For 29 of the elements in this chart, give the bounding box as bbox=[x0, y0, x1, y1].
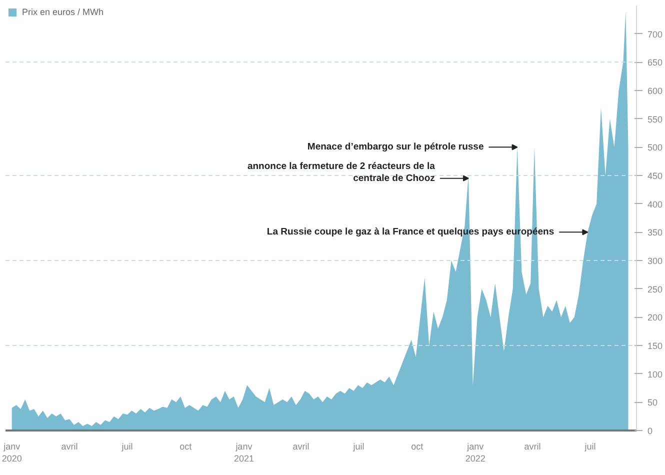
y-tick-label: 450 bbox=[648, 171, 663, 181]
x-tick-label: avril bbox=[61, 442, 78, 452]
x-tick-label: janv 2022 bbox=[465, 442, 486, 464]
x-tick-label: juil bbox=[352, 442, 364, 452]
y-tick-label: 550 bbox=[648, 114, 663, 124]
y-tick-label: 0 bbox=[648, 426, 653, 436]
y-tick-label: 50 bbox=[648, 398, 658, 408]
x-tick-label: avril bbox=[524, 442, 541, 452]
y-tick-label: 100 bbox=[648, 369, 663, 380]
y-tick-label: 650 bbox=[648, 58, 663, 68]
y-tick-label: 350 bbox=[648, 228, 663, 238]
x-tick-label: oct bbox=[180, 442, 192, 452]
x-tick-label: avril bbox=[292, 442, 310, 452]
x-tick-label: janv 2021 bbox=[234, 442, 254, 464]
annotation: annonce la fermeture de 2 réacteurs de la centrale de Chooz bbox=[247, 160, 436, 184]
y-tick-label: 400 bbox=[648, 199, 663, 210]
y-tick-label: 250 bbox=[648, 284, 663, 294]
x-tick-label: janv 2020 bbox=[2, 442, 22, 464]
x-tick-label: juil bbox=[584, 442, 596, 452]
y-tick-label: 700 bbox=[648, 29, 663, 40]
x-tick-label: oct bbox=[411, 442, 424, 452]
y-tick-label: 300 bbox=[648, 256, 663, 266]
y-tick-label: 500 bbox=[648, 142, 663, 153]
annotation: Menace d’embargo sur le pétrole russe bbox=[307, 142, 484, 153]
legend-label: Prix en euros / MWh bbox=[22, 7, 104, 17]
y-tick-label: 150 bbox=[648, 341, 663, 351]
y-tick-label: 600 bbox=[648, 86, 663, 96]
x-tick-label: juil bbox=[120, 442, 133, 452]
y-tick-label: 200 bbox=[648, 312, 663, 323]
